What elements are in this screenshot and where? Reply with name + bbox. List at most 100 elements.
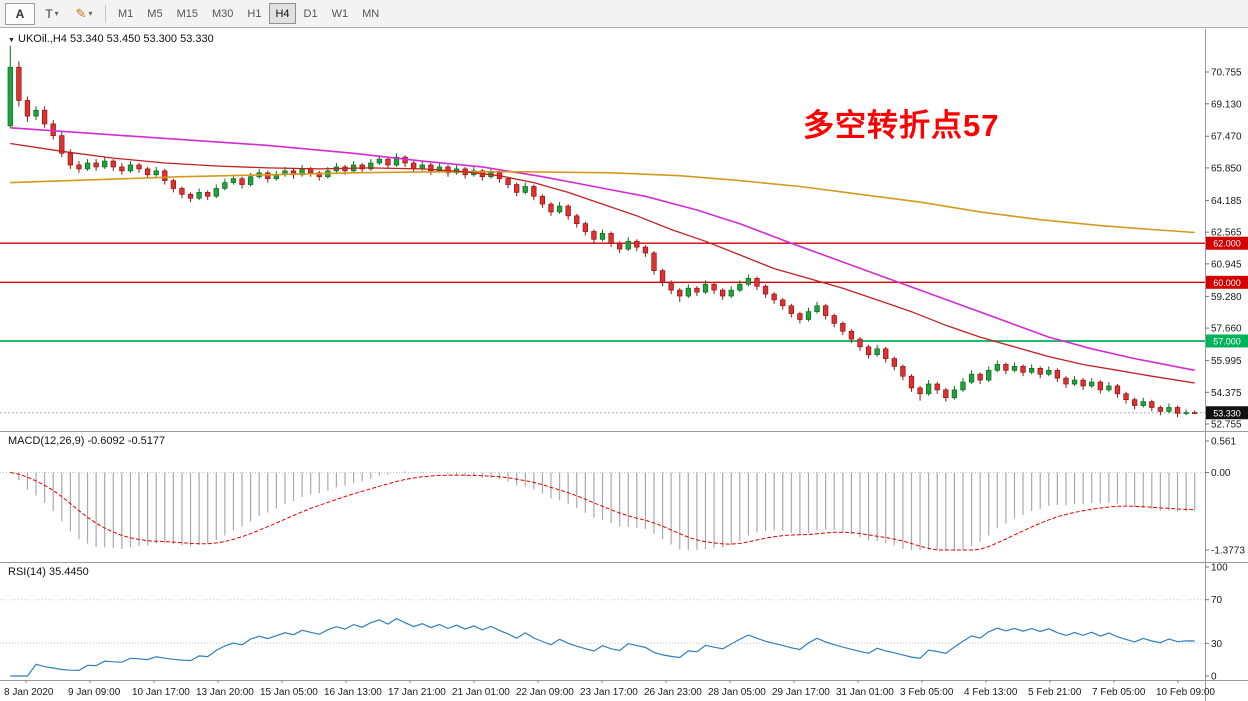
time-axis-label[interactable]: 8 Jan 2020	[4, 687, 54, 698]
candle-body	[1157, 407, 1164, 412]
candle-body	[522, 186, 528, 193]
candle-body	[59, 135, 65, 154]
candle-body	[737, 283, 743, 291]
price-axis-label: 64.185	[1211, 196, 1242, 207]
candle-body	[136, 164, 142, 170]
time-axis-label[interactable]: 10 Feb 09:00	[1156, 687, 1215, 698]
candle-body	[67, 152, 74, 166]
candle-body	[7, 66, 13, 127]
time-axis-label[interactable]: 26 Jan 23:00	[644, 687, 702, 698]
time-axis-label[interactable]: 22 Jan 09:00	[516, 687, 574, 698]
caret-down-icon: ▾	[88, 9, 93, 18]
candle-body	[960, 381, 966, 391]
candle-body	[1192, 412, 1198, 414]
candle-body	[1046, 369, 1052, 375]
ohlc-values: 53.340 53.450 53.300 53.330	[69, 33, 214, 45]
candle-body	[1011, 366, 1018, 371]
candle-body	[1183, 412, 1189, 414]
candle-body	[565, 205, 571, 217]
arrow-tool-button[interactable]: A	[5, 2, 35, 25]
time-axis-label[interactable]: 15 Jan 05:00	[260, 687, 318, 698]
price-scale[interactable]	[1206, 29, 1248, 701]
time-axis-label[interactable]: 16 Jan 13:00	[324, 687, 382, 698]
macd-label: MACD(12,26,9) -0.6092 -0.5177	[8, 435, 166, 447]
candle-body	[247, 176, 254, 185]
ma-slow-magenta[interactable]	[10, 127, 1195, 372]
price-badge-label: 53.330	[1213, 408, 1241, 418]
tf-button-m30[interactable]: M30	[211, 7, 234, 20]
candle-body	[368, 162, 374, 170]
time-axis-label[interactable]: 5 Feb 21:00	[1028, 687, 1082, 698]
price-axis-label: 70.755	[1211, 68, 1242, 79]
time-axis-label[interactable]: 23 Jan 17:00	[580, 687, 638, 698]
tf-button-w1[interactable]: W1	[331, 7, 349, 20]
candle-body	[222, 182, 228, 189]
price-badge-57.000: 57.000	[1206, 334, 1248, 348]
tf-button-h1[interactable]: H1	[247, 7, 262, 20]
time-axis-label[interactable]: 9 Jan 09:00	[68, 687, 121, 698]
symbol-dropdown-icon[interactable]: ▼	[8, 37, 15, 44]
candle-body	[548, 203, 554, 213]
candle-body	[994, 364, 1000, 371]
time-axis-label[interactable]: 13 Jan 20:00	[196, 687, 254, 698]
caret-down-icon: ▾	[54, 9, 59, 18]
time-axis-label[interactable]: 7 Feb 05:00	[1092, 687, 1146, 698]
candle-body	[591, 231, 597, 240]
draw-tool-button[interactable]: ✎ ▾	[69, 3, 99, 25]
candle-body	[556, 205, 563, 213]
candle-body	[1106, 385, 1112, 391]
arrow-tool-label: A	[15, 6, 25, 21]
tf-button-m5[interactable]: M5	[147, 7, 163, 20]
candle-body	[84, 162, 91, 170]
candle-body	[823, 305, 829, 316]
chart-surface[interactable]	[0, 29, 1205, 680]
candle-body	[917, 387, 923, 395]
candle-body	[1037, 368, 1043, 375]
tf-button-m1[interactable]: M1	[118, 7, 134, 20]
candle-body	[93, 162, 99, 168]
rsi-axis-label: 30	[1211, 639, 1223, 650]
time-axis-label[interactable]: 17 Jan 21:00	[388, 687, 446, 698]
price-axis-label: 52.755	[1211, 419, 1242, 430]
time-axis-label[interactable]: 3 Feb 05:00	[900, 687, 954, 698]
time-axis-label[interactable]: 4 Feb 13:00	[964, 687, 1018, 698]
rsi-line[interactable]	[10, 617, 1195, 677]
macd-signal-line[interactable]	[10, 472, 1195, 551]
ma-fast-red[interactable]	[10, 142, 1195, 384]
time-axis-label[interactable]: 21 Jan 01:00	[452, 687, 510, 698]
time-axis-label[interactable]: 29 Jan 17:00	[772, 687, 830, 698]
tf-button-d1[interactable]: D1	[303, 7, 318, 20]
tf-button-h4[interactable]: H4	[269, 3, 296, 24]
toolbar: A T ▾ ✎ ▾ M1 M5 M15 M30 H1 H4 D1 W1 MN	[0, 0, 1248, 28]
price-axis-label: 62.565	[1211, 228, 1242, 239]
candle-body	[582, 223, 588, 232]
candle-body	[110, 160, 116, 168]
candle-body	[1123, 393, 1129, 401]
candle-body	[805, 311, 812, 320]
ma-slowest-orange[interactable]	[10, 171, 1195, 234]
text-tool-button[interactable]: T ▾	[37, 3, 67, 25]
candle-body	[797, 313, 803, 320]
pencil-icon: ✎	[75, 5, 87, 21]
candle-body	[694, 287, 700, 293]
candle-body	[968, 373, 975, 383]
candle-body	[1149, 401, 1155, 408]
candle-body	[1080, 379, 1086, 387]
tf-button-m15[interactable]: M15	[176, 7, 198, 20]
candle-body	[411, 162, 417, 170]
price-axis-label: 55.995	[1211, 356, 1242, 367]
candle-body	[651, 252, 657, 271]
time-axis-label[interactable]: 28 Jan 05:00	[708, 687, 766, 698]
time-axis-label[interactable]: 10 Jan 17:00	[132, 687, 190, 698]
candle-body	[625, 240, 631, 250]
tf-button-mn[interactable]: MN	[362, 7, 380, 20]
candle-body	[376, 158, 382, 164]
candle-body	[1003, 364, 1009, 371]
price-badge-62.000: 62.000	[1206, 236, 1248, 250]
macd-axis-label: -1.3773	[1211, 546, 1245, 557]
time-axis-label[interactable]: 31 Jan 01:00	[836, 687, 894, 698]
candle-body	[908, 375, 915, 389]
chart-annotation[interactable]: 多空转折点57	[803, 108, 1000, 143]
candle-body	[1097, 381, 1103, 391]
